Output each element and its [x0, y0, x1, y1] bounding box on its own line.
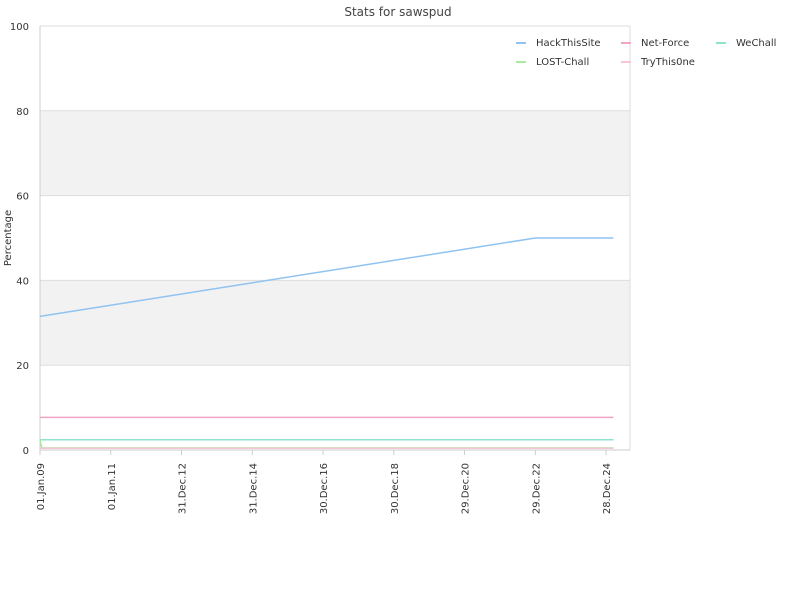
chart-title: Stats for sawspud — [344, 5, 451, 19]
legend-label: LOST-Chall — [536, 57, 589, 68]
y-axis-label: Percentage — [3, 210, 14, 266]
grid-band — [40, 280, 630, 366]
series-lines — [39, 237, 614, 450]
grid-band — [40, 110, 630, 196]
legend-label: WeChall — [736, 38, 776, 49]
series-line-hackthissite — [39, 237, 614, 318]
grid-band — [40, 26, 630, 111]
x-tick-label: 29.Dec.20 — [461, 463, 472, 514]
y-tick-label: 100 — [10, 22, 29, 33]
x-tick-label: 31.Dec.14 — [248, 463, 259, 514]
legend: HackThisSite Net-Force WeChall LOST-Chall Tr… — [516, 38, 776, 68]
x-tick-label: 30.Dec.16 — [319, 463, 330, 514]
x-tick-label: 28.Dec.24 — [602, 463, 613, 514]
x-tick-label: 01.Jan.11 — [107, 463, 118, 510]
grid-band — [40, 365, 630, 450]
y-tick-label: 40 — [16, 276, 29, 287]
grid-bands — [40, 26, 630, 450]
legend-label: Net-Force — [641, 38, 689, 49]
legend-label: TryThis0ne — [640, 57, 695, 68]
x-tick-label: 30.Dec.18 — [390, 463, 401, 514]
y-tick-label: 0 — [23, 446, 29, 457]
x-axis-ticks: 01.Jan.09 01.Jan.11 31.Dec.12 31.Dec.14 30.D… — [36, 450, 613, 514]
legend-label: HackThisSite — [536, 38, 601, 49]
y-tick-label: 80 — [16, 107, 29, 118]
x-tick-label: 29.Dec.22 — [531, 463, 542, 514]
y-axis-ticks: 0 20 40 60 80 100 — [10, 22, 29, 457]
x-tick-label: 31.Dec.12 — [178, 463, 189, 514]
y-tick-label: 60 — [16, 192, 29, 203]
x-tick-label: 01.Jan.09 — [36, 463, 47, 510]
axes — [39, 26, 631, 451]
y-tick-label: 20 — [16, 361, 29, 372]
